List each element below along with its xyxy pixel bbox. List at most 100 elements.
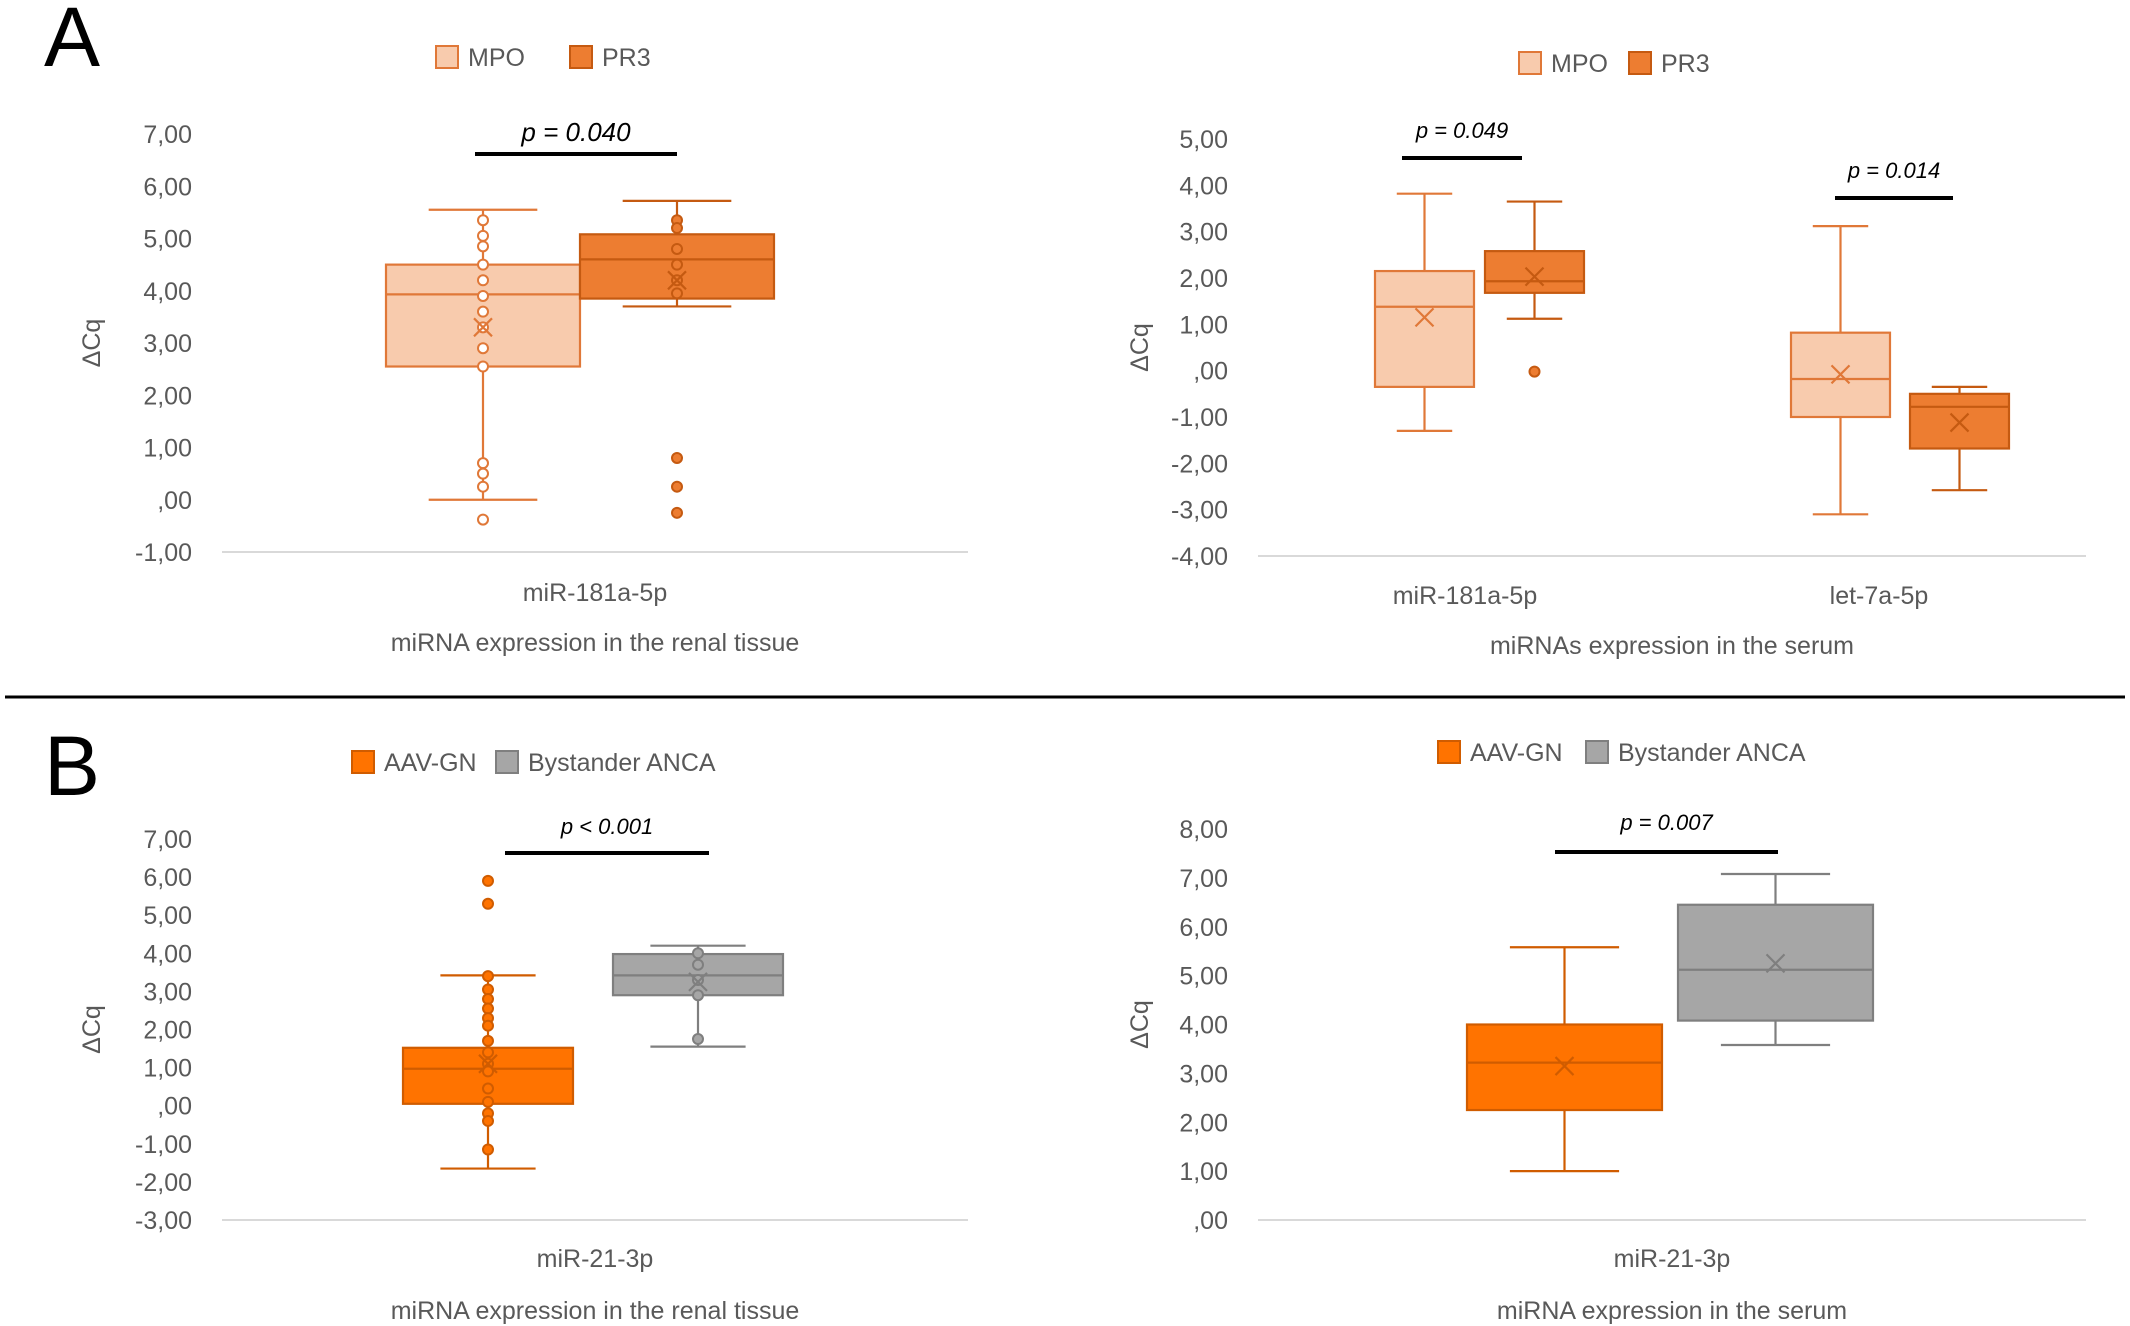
legend-label: PR3 [1661,50,1710,78]
x-axis-title: miRNA expression in the serum [1497,1297,1847,1325]
chart-2: -4,00 -3,00 -2,00 -1,00 ,00 1,00 2,00 3,00 4,00 5… [1126,50,2086,660]
data-point [477,289,489,302]
legend-label: MPO [1551,50,1608,78]
data-point [482,983,494,996]
y-tick-label: 1,00 [143,1055,192,1083]
data-point [1528,365,1541,378]
data-point [482,1002,494,1015]
data-point [482,970,494,983]
x-axis-title: miRNA expression in the renal tissue [391,629,800,657]
data-point [477,305,489,318]
y-tick-label: -4,00 [1171,543,1228,571]
data-point [482,897,494,910]
data-point [477,214,489,227]
p-value-label: p = 0.007 [1619,810,1713,835]
data-point [692,973,704,986]
data-point [482,1034,494,1047]
mean-marker [1949,412,1970,433]
category-label: let-7a-5p [1830,582,1929,610]
data-point [671,258,683,271]
data-point [477,480,489,493]
chart-1: -1,00 ,00 1,00 2,00 3,00 4,00 5,00 6,00 7,00 ΔCq m… [78,44,968,657]
data-point [477,513,489,526]
y-tick-label: -3,00 [135,1207,192,1235]
y-tick-label: -2,00 [1171,450,1228,478]
data-point [477,467,489,480]
p-value-label: p < 0.001 [560,814,653,839]
y-tick-label: 6,00 [1179,914,1228,942]
mean-marker [688,972,708,992]
category-label: miR-21-3p [537,1245,654,1273]
y-tick-label: 2,00 [1179,265,1228,293]
box-pr3 [578,199,776,519]
legend-label: PR3 [602,44,651,72]
data-point [671,287,683,300]
panel-label-a: A [44,0,100,84]
y-axis-title: ΔCq [78,319,106,368]
box-iqr [1373,269,1476,388]
y-tick-label: 4,00 [143,278,192,306]
y-tick-label: -1,00 [1171,404,1228,432]
y-tick-label: 3,00 [1179,1060,1228,1088]
y-tick-label: ,00 [157,487,192,515]
y-tick-label: -1,00 [135,1131,192,1159]
y-tick-label: ,00 [1193,358,1228,386]
mean-marker [1830,364,1851,385]
y-tick-label: 6,00 [143,864,192,892]
data-point [482,1046,494,1059]
data-point [482,1095,494,1108]
y-tick-label: 7,00 [1179,865,1228,893]
chart-3: -3,00 -2,00 -1,00 ,00 1,00 2,00 3,00 4,00 5,00 6,… [78,749,968,1325]
y-axis-title: ΔCq [1126,1000,1154,1049]
legend-swatch [435,45,459,69]
mean-marker [667,270,687,291]
mean-marker [473,317,493,338]
data-point [482,1114,494,1127]
data-point [477,457,489,470]
y-tick-label: -3,00 [1171,497,1228,525]
category-label: miR-181a-5p [1393,582,1538,610]
y-tick-label: 1,00 [143,435,192,463]
data-point [482,1082,494,1095]
data-point [692,958,704,971]
panel-label-b: B [44,719,100,813]
legend-swatch [1437,740,1461,764]
data-point [477,360,489,373]
data-point [477,229,489,242]
data-point [671,480,683,493]
charts: -1,00 ,00 1,00 2,00 3,00 4,00 5,00 6,00 7,00 ΔCq m… [78,44,2086,1325]
box-aav-gn [1465,946,1664,1173]
y-tick-label: 3,00 [143,978,192,1006]
mean-marker [1414,307,1435,328]
data-point [692,989,704,1002]
data-point [477,342,489,355]
y-tick-label: -2,00 [135,1169,192,1197]
legend-swatch [569,45,593,69]
category-label: miR-181a-5p [523,579,668,607]
y-tick-label: 4,00 [143,940,192,968]
legend-label: AAV-GN [384,749,477,777]
y-tick-label: ,00 [1193,1207,1228,1235]
y-tick-label: 1,00 [1179,311,1228,339]
data-point [482,874,494,887]
y-tick-label: 5,00 [143,226,192,254]
y-tick-label: 3,00 [1179,219,1228,247]
data-point [477,258,489,271]
y-tick-label: 1,00 [1179,1158,1228,1186]
legend-swatch [1628,51,1652,75]
y-tick-label: 4,00 [1179,172,1228,200]
box-mpo [1789,225,1892,516]
x-axis-title: miRNA expression in the renal tissue [391,1297,800,1325]
legend-swatch [1518,51,1542,75]
legend-swatch [495,750,519,774]
y-tick-label: 2,00 [143,1017,192,1045]
y-tick-label: 3,00 [143,330,192,358]
box-bystander-anca [611,944,785,1048]
mean-marker [478,1054,498,1074]
y-axis-title: ΔCq [1126,323,1154,372]
y-tick-label: 4,00 [1179,1012,1228,1040]
legend-label: AAV-GN [1470,739,1563,767]
data-point [671,222,683,235]
y-tick-label: 7,00 [143,121,192,149]
